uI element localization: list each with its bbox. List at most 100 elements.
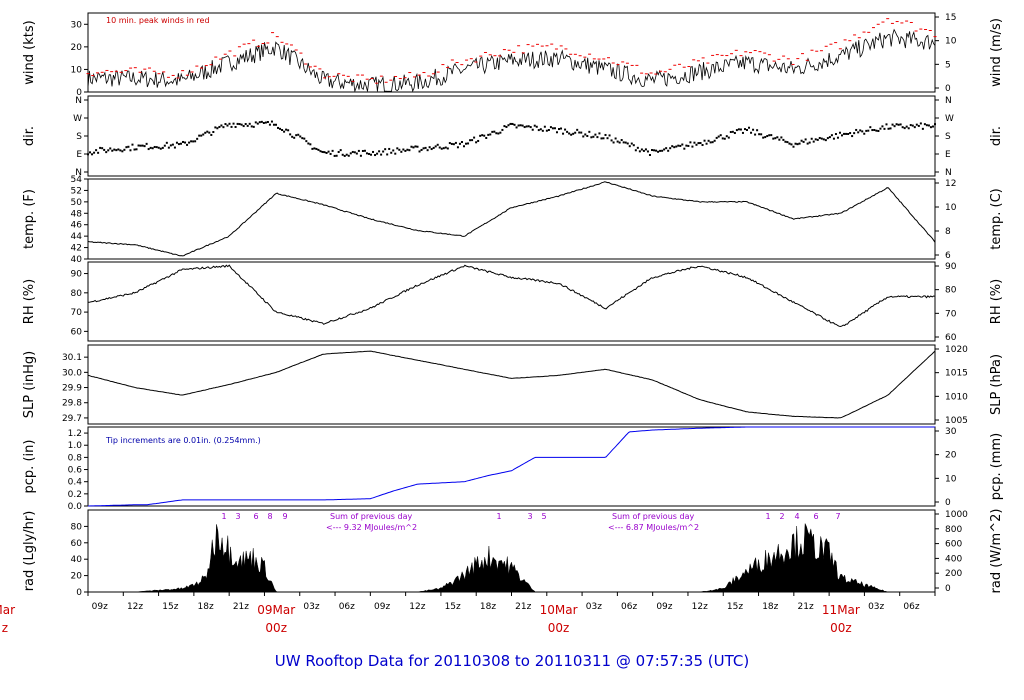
direction-point: [885, 123, 888, 126]
direction-point: [756, 129, 759, 132]
direction-point: [547, 129, 550, 132]
direction-point: [650, 149, 653, 152]
direction-point: [469, 139, 472, 142]
direction-point: [843, 132, 846, 135]
direction-point: [748, 126, 751, 129]
direction-point: [909, 124, 912, 127]
direction-point: [624, 141, 627, 144]
y-tick-label-right: N: [945, 168, 952, 178]
direction-point: [610, 139, 613, 142]
direction-point: [865, 129, 868, 132]
panel-frame: [87, 95, 936, 177]
direction-point: [889, 127, 892, 130]
y-tick-label-right: 200: [945, 569, 962, 579]
direction-point: [677, 144, 680, 147]
direction-point: [101, 147, 104, 150]
direction-point: [596, 136, 599, 139]
direction-point: [612, 141, 615, 144]
direction-point: [891, 123, 894, 126]
direction-point: [505, 125, 508, 128]
direction-point: [485, 136, 488, 139]
direction-point: [208, 131, 211, 134]
direction-point: [410, 145, 413, 148]
direction-point: [376, 152, 379, 155]
direction-point: [343, 154, 346, 157]
direction-point: [107, 149, 110, 152]
direction-point: [929, 126, 932, 129]
direction-point: [287, 129, 290, 132]
hour-marker: 1: [221, 512, 226, 521]
direction-point: [305, 140, 308, 143]
direction-point: [911, 124, 914, 127]
direction-point: [723, 137, 726, 140]
direction-point: [739, 128, 742, 131]
direction-point: [367, 152, 370, 155]
x-tick-label: 21z: [233, 602, 249, 612]
direction-point: [917, 124, 920, 127]
direction-point: [456, 146, 459, 149]
direction-point: [200, 134, 203, 137]
x-tick-label: 15z: [162, 602, 178, 612]
panel-frame: [87, 426, 936, 507]
direction-point: [545, 129, 548, 132]
direction-point: [877, 130, 880, 133]
y-axis-label-left: dir.: [22, 126, 37, 146]
hour-marker: 3: [527, 512, 532, 521]
y-tick-label-right: 5: [945, 60, 951, 70]
direction-point: [735, 129, 738, 132]
y-tick-label-left: 48: [71, 209, 83, 219]
direction-point: [281, 129, 284, 132]
direction-point: [325, 151, 328, 154]
direction-point: [428, 146, 431, 149]
direction-point: [355, 152, 358, 155]
y-tick-label-right: N: [945, 96, 952, 106]
direction-point: [291, 135, 294, 138]
direction-point: [687, 144, 690, 147]
direction-point: [272, 123, 275, 126]
direction-point: [893, 125, 896, 128]
direction-point: [147, 148, 150, 151]
direction-point: [115, 149, 118, 152]
direction-point: [345, 153, 348, 156]
y-tick-label-right: 1015: [945, 369, 968, 379]
direction-point: [412, 146, 415, 149]
x-tick-label: 03z: [586, 602, 602, 612]
direction-point: [521, 124, 524, 127]
y-tick-label-left: 0.8: [68, 453, 83, 463]
direction-point: [133, 148, 136, 151]
direction-point: [754, 133, 757, 136]
direction-point: [830, 134, 833, 137]
direction-point: [762, 136, 765, 139]
direction-point: [382, 150, 385, 153]
direction-point: [717, 135, 720, 138]
direction-point: [333, 154, 336, 157]
direction-point: [774, 137, 777, 140]
direction-point: [475, 141, 478, 144]
direction-point: [402, 148, 405, 151]
direction-point: [442, 147, 445, 150]
direction-point: [580, 131, 583, 134]
direction-point: [560, 127, 563, 130]
direction-point: [432, 146, 435, 149]
direction-point: [535, 125, 538, 128]
direction-point: [606, 137, 609, 140]
direction-point: [458, 142, 461, 145]
direction-point: [430, 148, 433, 151]
direction-point: [277, 126, 280, 129]
y-tick-label-left: 30: [71, 20, 83, 30]
direction-point: [171, 143, 174, 146]
y-tick-label-right: 10: [945, 37, 957, 47]
x-tick-label: 09z: [92, 602, 108, 612]
y-tick-label-left: 30.0: [62, 368, 82, 378]
direction-point: [139, 144, 142, 147]
y-tick-label-left: 30.1: [62, 353, 82, 363]
hour-marker: 2: [779, 512, 784, 521]
hour-marker: 6: [813, 512, 818, 521]
day-label-hour: 00z: [548, 621, 570, 635]
direction-point: [216, 127, 219, 130]
direction-point: [238, 123, 241, 126]
direction-point: [372, 150, 375, 153]
direction-point: [380, 153, 383, 156]
x-tick-label: 06z: [621, 602, 637, 612]
y-tick-label-right: 0: [945, 498, 951, 508]
